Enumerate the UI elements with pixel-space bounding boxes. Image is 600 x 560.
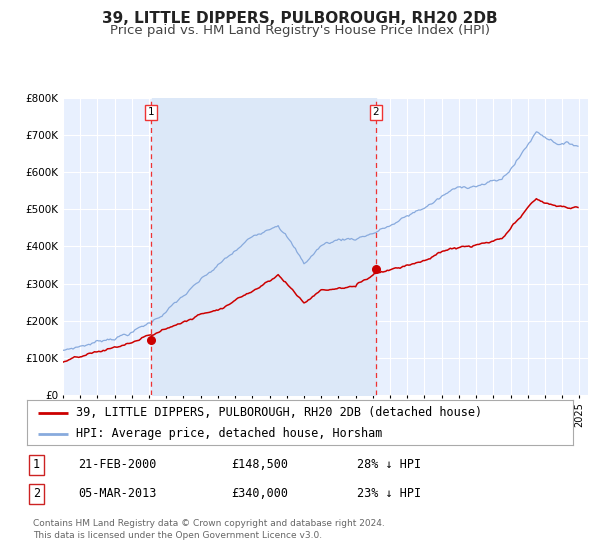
Text: 28% ↓ HPI: 28% ↓ HPI [357, 458, 421, 472]
Text: 39, LITTLE DIPPERS, PULBOROUGH, RH20 2DB: 39, LITTLE DIPPERS, PULBOROUGH, RH20 2DB [102, 11, 498, 26]
Text: 39, LITTLE DIPPERS, PULBOROUGH, RH20 2DB (detached house): 39, LITTLE DIPPERS, PULBOROUGH, RH20 2DB… [76, 407, 482, 419]
Text: 21-FEB-2000: 21-FEB-2000 [78, 458, 157, 472]
Text: Price paid vs. HM Land Registry's House Price Index (HPI): Price paid vs. HM Land Registry's House … [110, 24, 490, 36]
Text: 2: 2 [373, 108, 379, 117]
Text: Contains HM Land Registry data © Crown copyright and database right 2024.: Contains HM Land Registry data © Crown c… [33, 520, 385, 529]
Text: 05-MAR-2013: 05-MAR-2013 [78, 487, 157, 501]
Text: This data is licensed under the Open Government Licence v3.0.: This data is licensed under the Open Gov… [33, 531, 322, 540]
Text: 2: 2 [33, 487, 40, 501]
Text: 23% ↓ HPI: 23% ↓ HPI [357, 487, 421, 501]
Text: 1: 1 [33, 458, 40, 472]
Text: £148,500: £148,500 [231, 458, 288, 472]
Text: £340,000: £340,000 [231, 487, 288, 501]
Text: 1: 1 [148, 108, 155, 117]
Text: HPI: Average price, detached house, Horsham: HPI: Average price, detached house, Hors… [76, 427, 383, 440]
